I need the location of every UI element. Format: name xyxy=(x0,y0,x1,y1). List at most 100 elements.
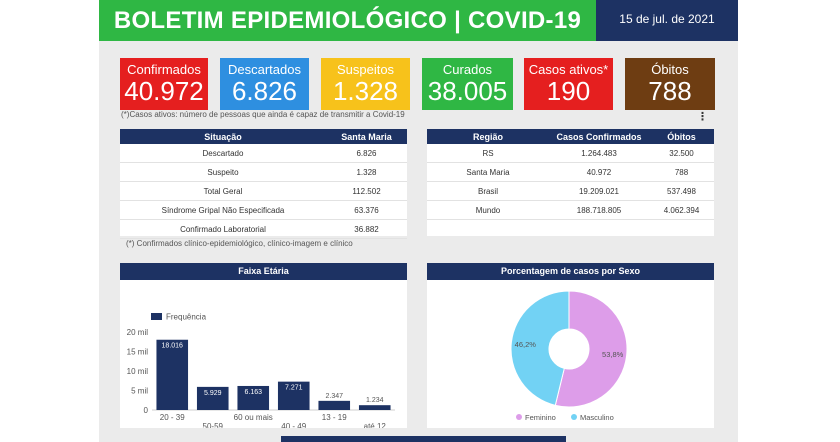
kpi-label: Descartados xyxy=(228,62,301,77)
dashboard-page: BOLETIM EPIDEMIOLÓGICO | COVID-19 15 de … xyxy=(99,0,738,442)
col-header-situacao[interactable]: Situação xyxy=(204,131,242,142)
kpi-label: Óbitos xyxy=(651,62,689,77)
legend-label: Frequência xyxy=(166,313,207,322)
table-cell: 112.502 xyxy=(352,186,381,196)
kpi-value: 40.972 xyxy=(124,76,204,106)
bar[interactable] xyxy=(358,405,391,410)
bar-value-label: 1.234 xyxy=(366,397,384,404)
col-header-obitos[interactable]: Óbitos xyxy=(667,131,696,142)
bar[interactable] xyxy=(156,339,189,410)
table-row[interactable]: Mundo 188.718.805 4.062.394 xyxy=(427,201,714,220)
kpi-label: Casos ativos* xyxy=(528,62,609,77)
sexo-title: Porcentagem de casos por Sexo xyxy=(427,263,714,280)
x-tick-label: 60 ou mais xyxy=(234,413,273,422)
faixa-etaria-title: Faixa Etária xyxy=(120,263,407,280)
table-cell: 32.500 xyxy=(669,148,694,158)
pie-slice-label: 46,2% xyxy=(515,340,537,349)
kpi-card-4: Casos ativos* 190 xyxy=(524,58,613,110)
table-cell: 6.826 xyxy=(356,148,377,158)
legend-dot xyxy=(516,414,522,420)
faixa-etaria-chart[interactable]: Frequência 0 5 mil 10 mil 15 mil 20 mil 18.016… xyxy=(120,280,407,440)
table-cell: Santa Maria xyxy=(466,167,510,177)
kpi-value: 788 xyxy=(648,76,692,106)
legend-label[interactable]: Masculino xyxy=(580,413,614,422)
col-header-regiao[interactable]: Região xyxy=(472,131,503,142)
x-tick-label: 20 - 39 xyxy=(160,413,185,422)
bottom-panel-header xyxy=(281,436,566,442)
x-tick-label: 50-59 xyxy=(203,422,224,428)
bar[interactable] xyxy=(196,386,229,410)
table-row[interactable]: Descartado 6.826 xyxy=(120,144,407,163)
legend-swatch xyxy=(151,313,162,320)
table-cell: 188.718.805 xyxy=(576,205,622,215)
kpi-card-2: Suspeitos 1.328 xyxy=(321,58,410,110)
faixa-etaria-panel: Faixa Etária Frequência 0 5 mil 10 mil 15 mi… xyxy=(120,263,407,440)
table-cell: 63.376 xyxy=(354,205,379,215)
kpi-label: Suspeitos xyxy=(336,62,395,77)
confirmed-note: (*) Confirmados clínico-epidemiológico, … xyxy=(126,239,353,248)
table-row[interactable]: Confirmado Laboratorial 36.882 xyxy=(120,220,407,239)
y-tick-label: 0 xyxy=(144,406,149,415)
y-tick-label: 20 mil xyxy=(127,328,149,337)
header: BOLETIM EPIDEMIOLÓGICO | COVID-19 15 de … xyxy=(99,0,738,41)
table-cell: Descartado xyxy=(202,148,244,158)
y-tick-label: 5 mil xyxy=(131,387,148,396)
x-tick-label: 40 - 49 xyxy=(281,422,306,428)
y-tick-label: 10 mil xyxy=(127,367,149,376)
kpi-card-1: Descartados 6.826 xyxy=(220,58,309,110)
table-cell: Confirmado Laboratorial xyxy=(180,224,266,234)
bar-value-label: 18.016 xyxy=(162,343,184,350)
kpi-label: Confirmados xyxy=(127,62,201,77)
table-cell: 19.209.021 xyxy=(578,186,620,196)
table-row[interactable]: Suspeito 1.328 xyxy=(120,163,407,182)
active-cases-note: (*)Casos ativos: número de pessoas que a… xyxy=(121,110,405,119)
bar-value-label: 2.347 xyxy=(325,393,343,400)
more-options-icon[interactable]: ⋮ xyxy=(697,111,708,123)
table-row[interactable]: Santa Maria 40.972 788 xyxy=(427,163,714,182)
table-row[interactable]: Total Geral 112.502 xyxy=(120,182,407,201)
legend-dot xyxy=(571,414,577,420)
col-header-santa-maria[interactable]: Santa Maria xyxy=(341,131,392,142)
situacao-table-header: Situação Santa Maria xyxy=(120,129,407,144)
col-header-casos[interactable]: Casos Confirmados xyxy=(556,131,642,142)
table-row[interactable]: RS 1.264.483 32.500 xyxy=(427,144,714,163)
kpi-value: 38.005 xyxy=(427,76,508,106)
x-tick-label: 13 - 19 xyxy=(322,413,347,422)
table-cell: 1.264.483 xyxy=(581,148,617,158)
legend-label[interactable]: Feminino xyxy=(525,413,556,422)
regiao-table: Região Casos Confirmados Óbitos RS 1.264.… xyxy=(427,129,714,236)
situacao-table: Situação Santa Maria Descartado 6.826 Susp… xyxy=(120,129,407,239)
table-cell: 4.062.394 xyxy=(663,205,700,215)
pie-slice[interactable] xyxy=(554,290,628,408)
kpi-value: 1.328 xyxy=(332,76,399,106)
table-row[interactable]: Síndrome Gripal Não Especificada 63.376 xyxy=(120,201,407,220)
table-cell: Síndrome Gripal Não Especificada xyxy=(161,205,285,215)
x-tick-label: até 12 xyxy=(364,422,387,428)
table-cell: 788 xyxy=(674,167,689,177)
bar[interactable] xyxy=(237,385,270,410)
table-cell: Mundo xyxy=(475,205,501,215)
regiao-table-header: Região Casos Confirmados Óbitos xyxy=(427,129,714,144)
table-cell: Suspeito xyxy=(207,167,239,177)
bar-value-label: 6.163 xyxy=(244,389,262,396)
table-cell: 1.328 xyxy=(356,167,377,177)
sexo-panel: Porcentagem de casos por Sexo 53,8% 46,2%… xyxy=(427,263,714,428)
kpi-value: 6.826 xyxy=(231,76,298,106)
kpi-label: Curados xyxy=(442,62,493,77)
sexo-chart[interactable]: 53,8% 46,2% Feminino Masculino xyxy=(427,280,714,428)
report-date: 15 de jul. de 2021 xyxy=(596,0,738,41)
kpi-card-5: Óbitos 788 xyxy=(625,58,715,110)
bar[interactable] xyxy=(318,400,351,410)
bar-value-label: 5.929 xyxy=(204,390,222,397)
bar[interactable] xyxy=(277,381,310,410)
kpi-value: 190 xyxy=(546,76,591,106)
pie-slice[interactable] xyxy=(510,290,570,406)
kpi-card-0: Confirmados 40.972 xyxy=(120,58,208,110)
bar-value-label: 7.271 xyxy=(285,385,303,392)
table-cell: 36.882 xyxy=(354,224,379,234)
page-title: BOLETIM EPIDEMIOLÓGICO | COVID-19 xyxy=(99,0,596,41)
table-row[interactable]: Brasil 19.209.021 537.498 xyxy=(427,182,714,201)
table-cell: 40.972 xyxy=(586,167,612,177)
table-cell: RS xyxy=(482,148,494,158)
table-cell: Total Geral xyxy=(203,186,243,196)
